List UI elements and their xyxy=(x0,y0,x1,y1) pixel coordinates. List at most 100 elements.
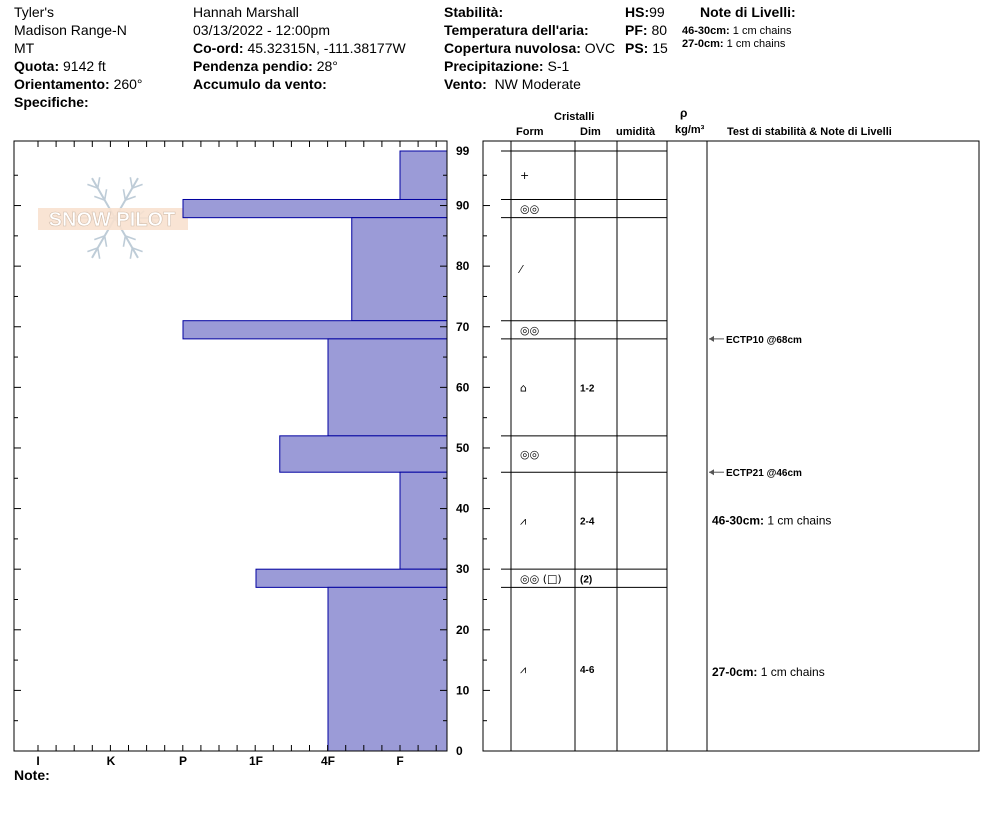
density-unit-header: kg/m³ xyxy=(675,124,705,136)
precip-label: Precipitazione: xyxy=(444,58,544,74)
depth-tick-label: 80 xyxy=(456,259,470,273)
cloud-value: OVC xyxy=(584,40,616,56)
ps-label: PS: xyxy=(625,40,649,56)
hardness-scale-label: 1F xyxy=(249,754,263,768)
snowflake-branch xyxy=(122,235,127,247)
snowflake-branch xyxy=(85,217,95,226)
hardness-plot-frame xyxy=(13,140,448,752)
snowflake-branch xyxy=(71,210,82,219)
crystal-size: 4-6 xyxy=(580,665,595,676)
hardness-bar xyxy=(399,150,448,200)
precip-value: S-1 xyxy=(547,58,570,74)
hardness-bar xyxy=(351,217,448,322)
elevation-row: Quota: 9142 ft xyxy=(14,58,106,74)
hardness-scale-label: 4F xyxy=(321,754,335,768)
hs-row: HS:99 xyxy=(625,4,665,20)
form-header: Form xyxy=(516,126,544,138)
crystal-form: ⩘ xyxy=(520,515,526,528)
snowflake-arm xyxy=(114,177,139,219)
crystals-header: Cristalli xyxy=(554,111,595,123)
elevation-value: 9142 ft xyxy=(63,58,106,74)
snowflake-branch xyxy=(85,210,95,219)
depth-tick-label: 40 xyxy=(456,502,470,516)
layer-table-frame xyxy=(482,140,980,752)
crystal-size: (2) xyxy=(580,574,592,585)
hardness-bar xyxy=(327,586,448,752)
layer-notes-title: Note di Livelli: xyxy=(700,4,796,20)
hardness-bars xyxy=(182,150,448,752)
hardness-bar xyxy=(279,435,448,473)
depth-tick-label: 20 xyxy=(456,623,470,637)
stability-label: Stabilità: xyxy=(444,4,504,20)
crystal-form: + xyxy=(520,169,529,182)
layer-note-1: 46-30cm: 1 cm chains xyxy=(682,25,791,38)
state-name: MT xyxy=(14,40,35,56)
crystal-form: ◎◎ xyxy=(520,448,539,461)
snowflake-branch xyxy=(135,217,145,226)
depth-tick-label: 60 xyxy=(456,380,470,394)
snowflake-branch xyxy=(94,195,105,201)
snowflake-branch xyxy=(71,217,82,226)
crystal-form: ⌂ xyxy=(520,381,527,394)
cloud-label: Copertura nuvolosa: xyxy=(444,40,581,56)
snowflake-branch xyxy=(135,210,145,219)
layer-note-label: 46-30cm: 1 cm chains xyxy=(712,514,831,528)
crystal-form: ⩘ xyxy=(520,663,526,676)
snowflake-branch xyxy=(131,247,143,253)
moisture-header: umidità xyxy=(616,126,656,138)
hardness-bar xyxy=(327,338,448,437)
coord-label: Co-ord: xyxy=(193,40,244,56)
location-name: Tyler's xyxy=(14,4,55,20)
test-pointer-arrow xyxy=(709,469,714,476)
snowflake-branch xyxy=(87,183,99,189)
chart-labels: 0 10 20 30 40 50 60 70 80 90 99 I K P 1F 4F F xyxy=(36,144,469,768)
depth-tick-label: 99 xyxy=(456,144,470,158)
depth-tick-label: 90 xyxy=(456,199,470,213)
slope-label: Pendenza pendio: xyxy=(193,58,313,74)
hardness-scale-label: F xyxy=(396,754,403,768)
hs-label: HS: xyxy=(625,4,650,20)
specifics-label: Specifiche: xyxy=(14,94,89,110)
test-pointer-arrow xyxy=(709,335,714,342)
wind-label: Vento: xyxy=(444,76,487,92)
elevation-label: Quota: xyxy=(14,58,60,74)
ps-value: 15 xyxy=(652,40,668,56)
wind-row: Vento: NW Moderate xyxy=(444,76,581,92)
depth-tick-label: 0 xyxy=(456,744,463,758)
pf-label: PF: xyxy=(625,22,648,38)
snowflake-branch xyxy=(96,177,101,189)
snowflake-branch xyxy=(96,247,101,259)
size-header: Dim xyxy=(580,126,601,138)
wind-value: NW Moderate xyxy=(494,76,581,92)
pf-value: 80 xyxy=(651,22,668,38)
stability-tests: ECTP10 @68cm ECTP21 @46cm 46-30cm: 1 cm ch… xyxy=(709,335,831,679)
crystal-table: + ◎◎ ⁄ ◎◎ ⌂ 1-2 ◎◎ ⩘ 2-4 ◎◎ (□) (2) ⩘ 4-6 xyxy=(501,150,667,676)
depth-tick-label: 70 xyxy=(456,320,470,334)
crystal-size: 1-2 xyxy=(580,383,595,394)
air-temp-label: Temperatura dell'aria: xyxy=(444,22,589,38)
crystal-form: ◎◎ xyxy=(520,324,539,337)
chart-ticks xyxy=(14,141,490,752)
ps-row: PS: 15 xyxy=(625,40,668,56)
rho-header: ρ xyxy=(680,106,688,120)
watermark-text: SNOW PILOT xyxy=(49,209,176,231)
coord-value: 45.32315N, -111.38177W xyxy=(247,40,406,56)
coord-row: Co-ord: 45.32315N, -111.38177W xyxy=(193,40,406,56)
layer-note-range: 46-30cm: xyxy=(712,514,767,528)
snowflake-arm xyxy=(114,217,139,259)
aspect-value: 260° xyxy=(113,76,143,92)
stability-test-label: ECTP21 @46cm xyxy=(726,468,802,479)
wind-loading-label: Accumulo da vento: xyxy=(193,76,327,92)
snowflake-branch xyxy=(148,217,159,226)
hardness-bar xyxy=(255,568,448,588)
snowflake-branch xyxy=(129,177,134,189)
range-name: Madison Range-N xyxy=(14,22,127,38)
layer-note-2-label: 27-0cm: xyxy=(682,38,724,50)
snowpilot-watermark: SNOW PILOT xyxy=(38,177,188,259)
depth-tick-label: 10 xyxy=(456,683,470,697)
crystal-form: ◎◎ (□) xyxy=(520,572,562,585)
aspect-row: Orientamento: 260° xyxy=(14,76,143,92)
snowflake-branch xyxy=(125,195,136,201)
snowflake-arm xyxy=(91,217,116,259)
snowflake-branch xyxy=(94,235,105,241)
